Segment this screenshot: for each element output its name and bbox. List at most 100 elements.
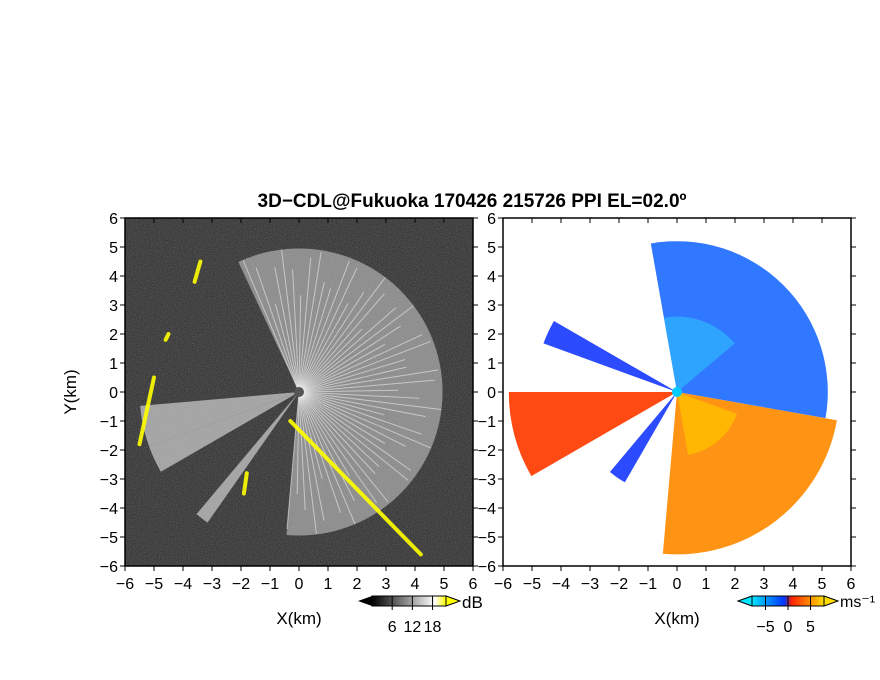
right-y-tick-label: −1 [478,414,496,431]
left-x-tick-label: 5 [440,576,449,593]
right-velocity-region [508,392,677,477]
right-y-tick-label: 2 [487,327,496,344]
left-beam-ray [298,391,355,502]
left-beam-ray [298,369,439,393]
left-beam-ray [274,303,300,393]
left-beam-ray [298,391,385,416]
left-beam-ray [298,391,412,471]
left-beam-ray [298,391,431,449]
right-radar-site [672,387,682,397]
left-beam-ray [298,391,409,481]
left-beam-ray [242,260,300,393]
left-x-ticks: −6 −5 −4 −3 −2 −1 0 1 2 3 4 5 6 [116,218,478,593]
left-beam-ray [298,307,397,393]
left-x-tick-label: −4 [174,576,192,593]
left-colorbar-bar [371,595,447,607]
left-x-tick-label: 6 [469,576,478,593]
left-strong-echo [137,375,156,447]
figure-title: 3D−CDL@Fukuoka 170426 215726 PPI EL=02.0… [258,191,687,212]
right-x-tick-label: 1 [702,576,711,593]
left-beam-ray [298,391,407,447]
right-x-tick-label: 3 [760,576,769,593]
left-colorbar-unit: dB [462,593,483,612]
left-strong-echo [192,259,203,284]
right-y-tick-label: 0 [487,385,496,402]
left-strong-echo [288,419,423,557]
left-y-axis-label: Y(km) [61,369,80,414]
right-x-tick-label: −6 [494,576,512,593]
right-x-tick-label: −4 [552,576,570,593]
left-x-tick-label: −5 [145,576,163,593]
left-x-tick-label: 3 [382,576,391,593]
left-beam-ray [296,391,300,495]
left-beam-ray [298,391,306,511]
left-x-tick-label: 1 [324,576,333,593]
right-y-tick-label: 3 [487,298,496,315]
right-y-tick-label: 1 [487,356,496,373]
left-beam-ray [274,267,300,393]
left-y-tick-label: 5 [109,240,118,257]
right-y-tick-label: −4 [478,501,496,518]
left-y-tick-label: −3 [100,472,118,489]
left-strong-echo [241,471,249,496]
left-beam-ray [298,267,358,393]
left-colorbar-tick-label: 6 [388,619,397,636]
right-y-tick-label: −6 [478,559,496,576]
left-beam-ray [298,282,325,393]
left-beam-ray [298,379,435,393]
right-x-tick-label: −2 [610,576,628,593]
left-y-tick-label: 2 [109,327,118,344]
right-x-ticks: −6 −5 −4 −3 −2 −1 0 1 2 3 4 5 6 [494,218,856,593]
right-colorbar-tick-label: 5 [806,619,815,636]
left-x-tick-label: 4 [411,576,420,593]
left-y-tick-label: 4 [109,269,118,286]
left-beam-ray [298,325,402,393]
left-beam-ray [298,391,389,503]
left-beam-ray [298,305,414,393]
left-echo-sector [149,392,299,472]
left-y-tick-label: 0 [109,385,118,402]
left-beam-ray [298,391,386,445]
left-beam-ray [298,366,407,393]
left-beam-ray [298,343,386,393]
left-beam-ray [292,269,300,393]
left-x-tick-label: −1 [261,576,279,593]
right-y-tick-label: 6 [487,211,496,228]
left-beam-ray [298,293,385,393]
right-colorbar-unit: ms⁻¹ [840,594,875,611]
left-y-tick-label: −2 [100,443,118,460]
left-beam-ray [298,277,386,393]
left-beam-ray [298,391,323,480]
left-beam-ray [255,267,300,393]
right-colorbar-ticks: −5 0 5 [756,596,815,636]
left-colorbar-tick-label: 12 [403,619,421,636]
left-x-tick-label: 0 [295,576,304,593]
left-x-tick-label: −3 [203,576,221,593]
left-echo-sector [196,392,299,523]
right-y-tick-label: −2 [478,443,496,460]
right-x-tick-label: 6 [847,576,856,593]
right-x-tick-label: 0 [673,576,682,593]
left-beam-ray [298,328,363,393]
right-velocity-region [609,392,677,483]
right-y-tick-label: 4 [487,269,496,286]
left-beam-ray [298,257,312,393]
left-beam-ray [286,391,300,530]
left-y-ticks: −6 −5 −4 −3 −2 −1 0 1 2 3 4 5 6 [100,211,478,576]
right-y-ticks: −6 −5 −4 −3 −2 −1 0 1 2 3 4 5 6 [478,211,856,576]
left-beam-ray [298,391,426,418]
left-beam-ray [298,391,380,467]
left-colorbar-high-arrow [445,595,462,607]
right-velocity-core [663,316,735,392]
left-beam-ray [281,249,300,393]
left-y-tick-label: −4 [100,501,118,518]
right-y-tick-label: 5 [487,240,496,257]
right-colorbar-high-arrow [823,595,840,607]
right-velocity-region [543,320,677,392]
right-x-tick-label: 5 [818,576,827,593]
left-y-tick-label: −5 [100,530,118,547]
left-beam-ray [298,334,423,393]
left-y-tick-label: 3 [109,298,118,315]
right-x-tick-label: −3 [581,576,599,593]
